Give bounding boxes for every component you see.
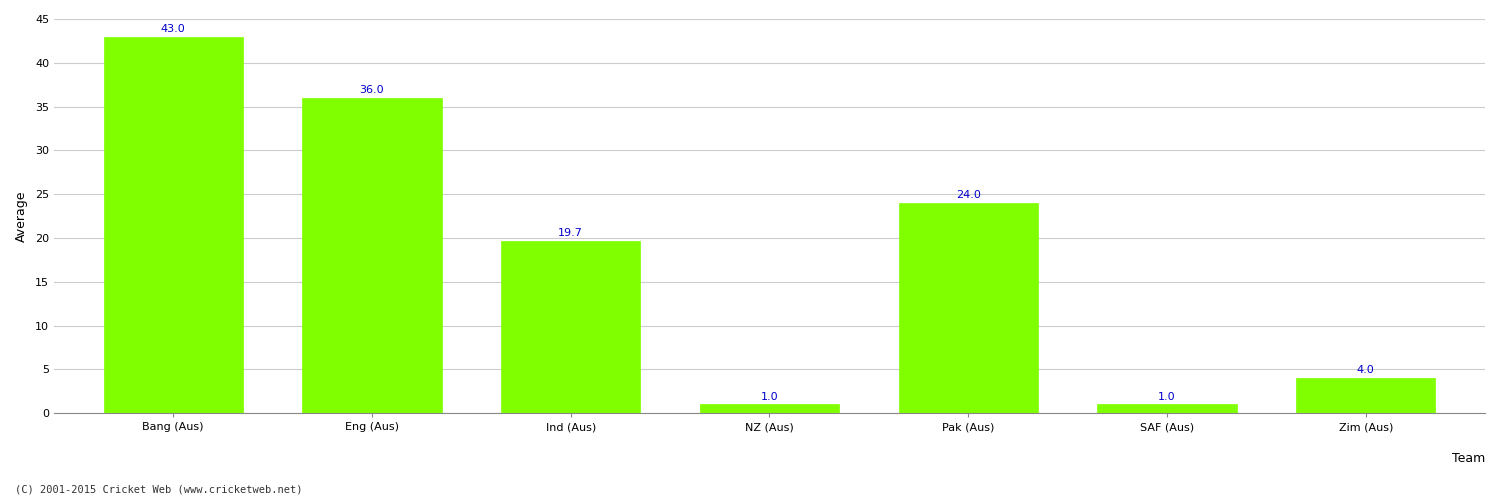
Text: 19.7: 19.7 <box>558 228 584 238</box>
Text: 1.0: 1.0 <box>1158 392 1176 402</box>
Y-axis label: Average: Average <box>15 190 28 242</box>
Bar <box>104 36 243 413</box>
Text: 24.0: 24.0 <box>956 190 981 200</box>
Text: (C) 2001-2015 Cricket Web (www.cricketweb.net): (C) 2001-2015 Cricket Web (www.cricketwe… <box>15 485 303 495</box>
Text: 43.0: 43.0 <box>160 24 186 34</box>
Text: 1.0: 1.0 <box>760 392 778 402</box>
Text: 36.0: 36.0 <box>360 85 384 95</box>
Bar <box>700 404 838 413</box>
Text: 4.0: 4.0 <box>1358 366 1374 376</box>
Text: Team: Team <box>1452 452 1485 465</box>
Bar <box>303 98 441 413</box>
Bar <box>1296 378 1436 413</box>
Bar <box>501 240 640 413</box>
Bar <box>1098 404 1236 413</box>
Bar <box>898 203 1038 413</box>
